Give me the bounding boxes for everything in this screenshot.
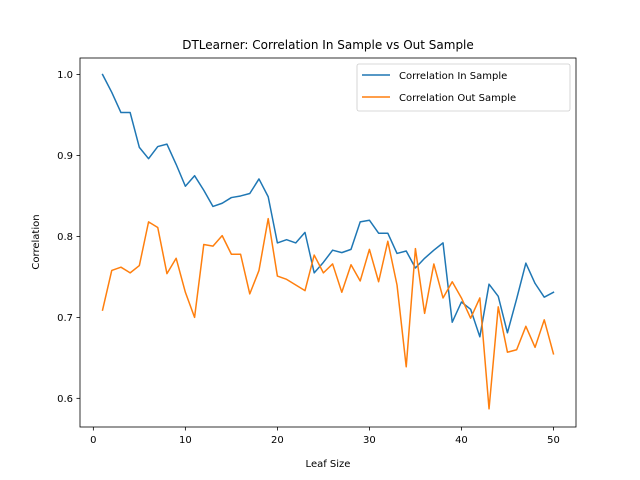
legend-label-out-sample: Correlation Out Sample — [399, 93, 516, 104]
series-layer — [101, 73, 555, 410]
x-tick-label: 30 — [363, 435, 376, 446]
legend-label-in-sample: Correlation In Sample — [399, 71, 507, 82]
plot-area — [80, 58, 576, 427]
plot-frame — [79, 57, 577, 428]
x-tick-label: 40 — [455, 435, 468, 446]
x-tick-label: 20 — [271, 435, 284, 446]
legend: Correlation In Sample Correlation Out Sa… — [356, 63, 571, 112]
y-tick-label: 0.7 — [57, 313, 73, 324]
chart-title: DTLearner: Correlation In Sample vs Out … — [182, 38, 474, 52]
y-tick-label: 1.0 — [57, 70, 73, 81]
x-tick-label: 50 — [547, 435, 560, 446]
series-line-out-sample — [101, 217, 555, 410]
y-axis: 0.6 0.7 0.8 0.9 1.0 — [57, 70, 80, 405]
y-tick-label: 0.8 — [57, 232, 73, 243]
x-axis-label: Leaf Size — [306, 459, 351, 470]
x-tick-label: 10 — [179, 435, 192, 446]
x-axis: 0 10 20 30 40 50 — [90, 427, 560, 446]
y-axis-label: Correlation — [31, 214, 42, 269]
y-tick-label: 0.6 — [57, 394, 73, 405]
y-tick-label: 0.9 — [57, 151, 73, 162]
x-tick-label: 0 — [90, 435, 96, 446]
series-line-in-sample — [101, 73, 555, 338]
legend-box — [356, 63, 571, 112]
